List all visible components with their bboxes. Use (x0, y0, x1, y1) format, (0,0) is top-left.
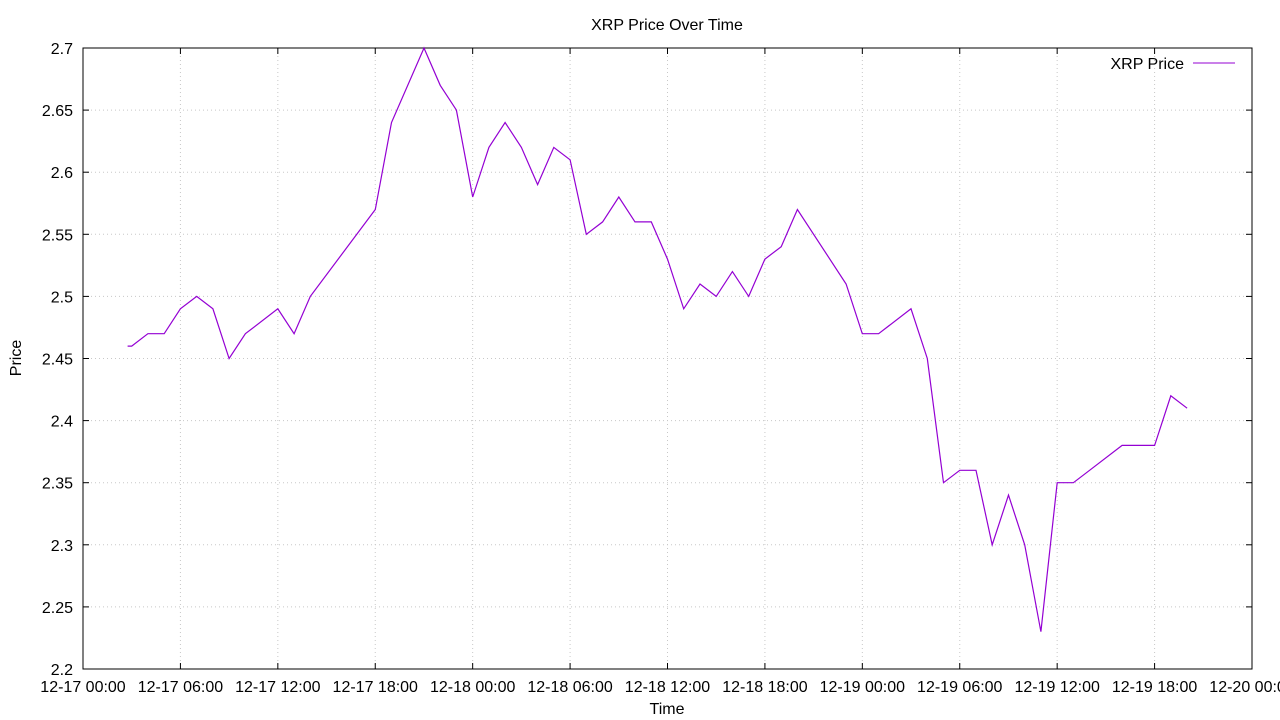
legend-label: XRP Price (1110, 56, 1184, 73)
series-line (127, 46, 1188, 632)
y-tick-label: 2.2 (51, 662, 73, 679)
x-axis: 12-17 00:00 12-17 06:00 12-17 12:00 12-17 1… (40, 48, 1280, 696)
legend: XRP Price (1110, 56, 1235, 73)
series-layer (127, 46, 1188, 632)
x-axis-label: Time (650, 701, 685, 718)
x-tick-label: 12-17 06:00 (138, 679, 224, 696)
y-tick-label: 2.3 (51, 538, 73, 555)
y-tick-label: 2.35 (42, 476, 73, 493)
y-tick-label: 2.25 (42, 600, 73, 617)
x-tick-label: 12-18 12:00 (625, 679, 711, 696)
x-tick-label: 12-19 00:00 (820, 679, 906, 696)
y-tick-label: 2.65 (42, 103, 73, 120)
x-tick-label: 12-17 00:00 (40, 679, 126, 696)
x-tick-label: 12-19 18:00 (1112, 679, 1198, 696)
x-tick-label: 12-19 06:00 (917, 679, 1003, 696)
x-tick-label: 12-18 18:00 (722, 679, 808, 696)
y-tick-label: 2.45 (42, 352, 73, 369)
grid (83, 48, 1252, 669)
y-axis-label: Price (8, 340, 25, 377)
x-tick-label: 12-17 18:00 (333, 679, 419, 696)
y-axis: 2.2 2.25 2.3 2.35 2.4 2.45 2.5 2.55 2.6 2.65 2.7 (42, 41, 1252, 679)
x-tick-label: 12-19 12:00 (1014, 679, 1100, 696)
y-tick-label: 2.7 (51, 41, 73, 58)
y-tick-label: 2.6 (51, 165, 73, 182)
x-tick-label: 12-18 06:00 (527, 679, 613, 696)
x-tick-label: 12-18 00:00 (430, 679, 516, 696)
x-tick-label: 12-20 00:00 (1209, 679, 1280, 696)
x-tick-label: 12-17 12:00 (235, 679, 321, 696)
chart-title: XRP Price Over Time (591, 17, 743, 34)
y-tick-label: 2.4 (51, 414, 73, 431)
y-tick-label: 2.55 (42, 227, 73, 244)
y-tick-label: 2.5 (51, 289, 73, 306)
